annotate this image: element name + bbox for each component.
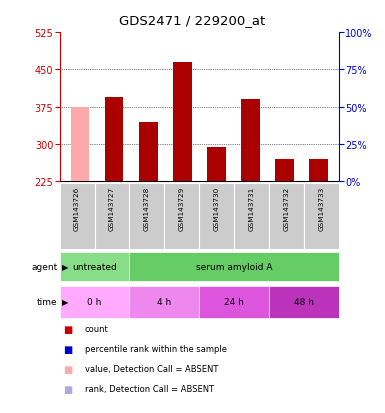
Text: value, Detection Call = ABSENT: value, Detection Call = ABSENT (85, 364, 218, 373)
Bar (60, 286, 129, 318)
Bar (269, 286, 339, 318)
Text: GSM143732: GSM143732 (283, 186, 290, 230)
Bar (129, 286, 199, 318)
Bar (139, 122, 157, 182)
Text: ■: ■ (64, 324, 73, 334)
Text: 48 h: 48 h (294, 298, 314, 306)
Text: GSM143726: GSM143726 (74, 186, 80, 230)
Text: ▶: ▶ (62, 263, 68, 271)
Bar (129, 253, 339, 281)
Bar (234, 184, 269, 250)
Text: serum amyloid A: serum amyloid A (196, 263, 272, 271)
Text: GDS2471 / 229200_at: GDS2471 / 229200_at (119, 14, 266, 27)
Text: ■: ■ (64, 384, 73, 394)
Text: 0 h: 0 h (87, 298, 102, 306)
Text: GSM143727: GSM143727 (109, 186, 115, 230)
Text: GSM143731: GSM143731 (249, 186, 254, 230)
Bar (173, 63, 192, 182)
Text: agent: agent (32, 263, 58, 271)
Bar (309, 159, 328, 182)
Text: GSM143728: GSM143728 (144, 186, 150, 230)
Bar (164, 184, 199, 250)
Bar (71, 107, 89, 182)
Bar (105, 97, 124, 182)
Text: percentile rank within the sample: percentile rank within the sample (85, 344, 227, 354)
Text: 4 h: 4 h (157, 298, 171, 306)
Bar (60, 184, 95, 250)
Text: untreated: untreated (72, 263, 117, 271)
Text: ▶: ▶ (62, 298, 68, 306)
Bar (269, 184, 304, 250)
Text: ■: ■ (64, 344, 73, 354)
Bar (304, 184, 339, 250)
Bar (241, 100, 259, 182)
Text: GSM143730: GSM143730 (214, 186, 220, 230)
Bar (275, 159, 294, 182)
Text: GSM143729: GSM143729 (179, 186, 185, 230)
Text: ■: ■ (64, 364, 73, 374)
Text: count: count (85, 325, 109, 334)
Bar (199, 184, 234, 250)
Text: time: time (37, 298, 58, 306)
Text: rank, Detection Call = ABSENT: rank, Detection Call = ABSENT (85, 384, 214, 393)
Text: 24 h: 24 h (224, 298, 244, 306)
Bar (60, 253, 129, 281)
Bar (129, 184, 164, 250)
Bar (199, 286, 269, 318)
Bar (207, 148, 226, 182)
Bar (95, 184, 129, 250)
Text: GSM143733: GSM143733 (318, 186, 324, 230)
